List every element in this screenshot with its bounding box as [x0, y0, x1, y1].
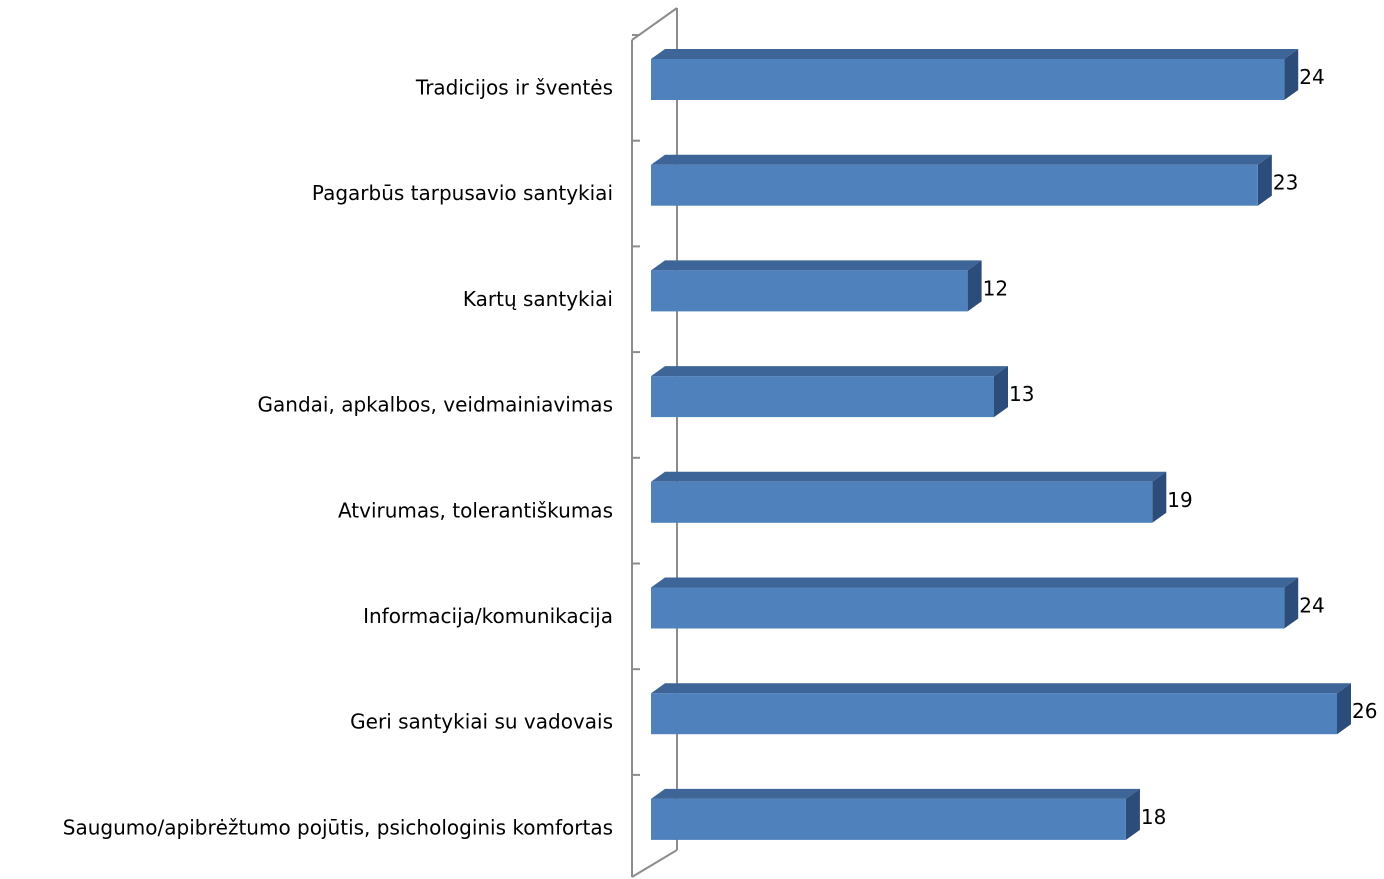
- category-label: Saugumo/apibrėžtumo pojūtis, psichologin…: [63, 815, 613, 839]
- bar: [651, 693, 1337, 735]
- bar: [651, 481, 1153, 523]
- value-label: 24: [1299, 594, 1324, 618]
- bar: [651, 270, 968, 312]
- bar-top: [651, 683, 1351, 694]
- bar-side: [1257, 154, 1272, 206]
- value-label: 19: [1167, 488, 1192, 512]
- value-label: 13: [1009, 382, 1034, 406]
- category-label: Geri santykiai su vadovais: [350, 710, 613, 734]
- bar: [651, 376, 994, 418]
- category-label: Informacija/komunikacija: [363, 604, 613, 628]
- bar-side: [1152, 471, 1167, 523]
- wall-edge: [631, 849, 678, 878]
- bar-top: [651, 260, 982, 271]
- bar-side: [967, 260, 982, 312]
- bar-side: [1284, 577, 1299, 629]
- bar-top: [651, 154, 1272, 165]
- bar: [651, 587, 1285, 629]
- value-label: 12: [983, 276, 1008, 300]
- value-label: 24: [1299, 65, 1324, 89]
- category-label: Pagarbūs tarpusavio santykiai: [312, 181, 613, 205]
- bar-top: [651, 577, 1299, 588]
- bar: [651, 164, 1258, 206]
- category-label: Gandai, apkalbos, veidmainiavimas: [258, 393, 613, 417]
- category-label: Tradicijos ir šventės: [415, 76, 613, 100]
- bar: [651, 59, 1285, 100]
- bar-top: [651, 471, 1167, 482]
- bar-side: [1337, 683, 1351, 735]
- category-label: Atvirumas, tolerantiškumas: [338, 498, 613, 522]
- value-label: 23: [1273, 171, 1298, 195]
- bar-top: [651, 49, 1299, 59]
- bar-top: [651, 788, 1140, 799]
- value-label: 18: [1141, 805, 1166, 829]
- bar-side: [1284, 49, 1299, 100]
- category-label: Kartų santykiai: [463, 287, 613, 311]
- bar: [651, 798, 1126, 840]
- bar-side: [994, 366, 1008, 418]
- value-label: 26: [1352, 699, 1377, 723]
- axis-wall: [631, 7, 678, 878]
- bar-side: [1125, 788, 1140, 840]
- bar-top: [651, 366, 1008, 377]
